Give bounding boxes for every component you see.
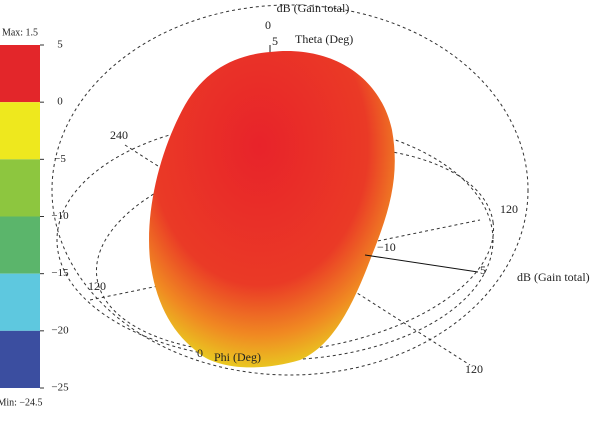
color-band bbox=[0, 273, 40, 331]
tick-label: −5 bbox=[54, 153, 66, 165]
color-band bbox=[0, 216, 40, 274]
tick-label: 5 bbox=[57, 39, 63, 51]
theta-tick: 120 bbox=[465, 362, 483, 376]
tick-label: −20 bbox=[51, 324, 69, 336]
color-band bbox=[0, 102, 40, 160]
radiation-pattern bbox=[149, 50, 395, 368]
theta-tick: 0 bbox=[265, 18, 271, 32]
phi-tick: 0 bbox=[197, 346, 203, 360]
tick-label: 0 bbox=[57, 96, 63, 108]
axis-unit: dB (Gain total) bbox=[517, 270, 590, 284]
phi-label: Phi (Deg) bbox=[214, 350, 261, 364]
colorbar: 5 0 −5 −10 −15 −20 −25 bbox=[0, 39, 69, 394]
axis-unit: dB (Gain total) bbox=[277, 1, 350, 15]
min-label: Min: −24.5 bbox=[0, 397, 43, 408]
color-band bbox=[0, 159, 40, 217]
theta-label: Theta (Deg) bbox=[295, 32, 353, 46]
theta-tick: 5 bbox=[272, 34, 278, 48]
phi-tick: 240 bbox=[110, 128, 128, 142]
tick-label: −10 bbox=[51, 210, 69, 222]
tick-label: −25 bbox=[51, 382, 69, 394]
color-band bbox=[0, 45, 40, 103]
max-label: Max: 1.5 bbox=[2, 27, 38, 38]
db-tick: 5 bbox=[480, 263, 486, 277]
phi-tick: 120 bbox=[500, 202, 518, 216]
phi-tick: 120 bbox=[88, 279, 106, 293]
tick-label: −15 bbox=[51, 267, 69, 279]
db-tick: −10 bbox=[377, 240, 396, 254]
color-band bbox=[0, 330, 40, 388]
axis-line bbox=[364, 254, 479, 273]
